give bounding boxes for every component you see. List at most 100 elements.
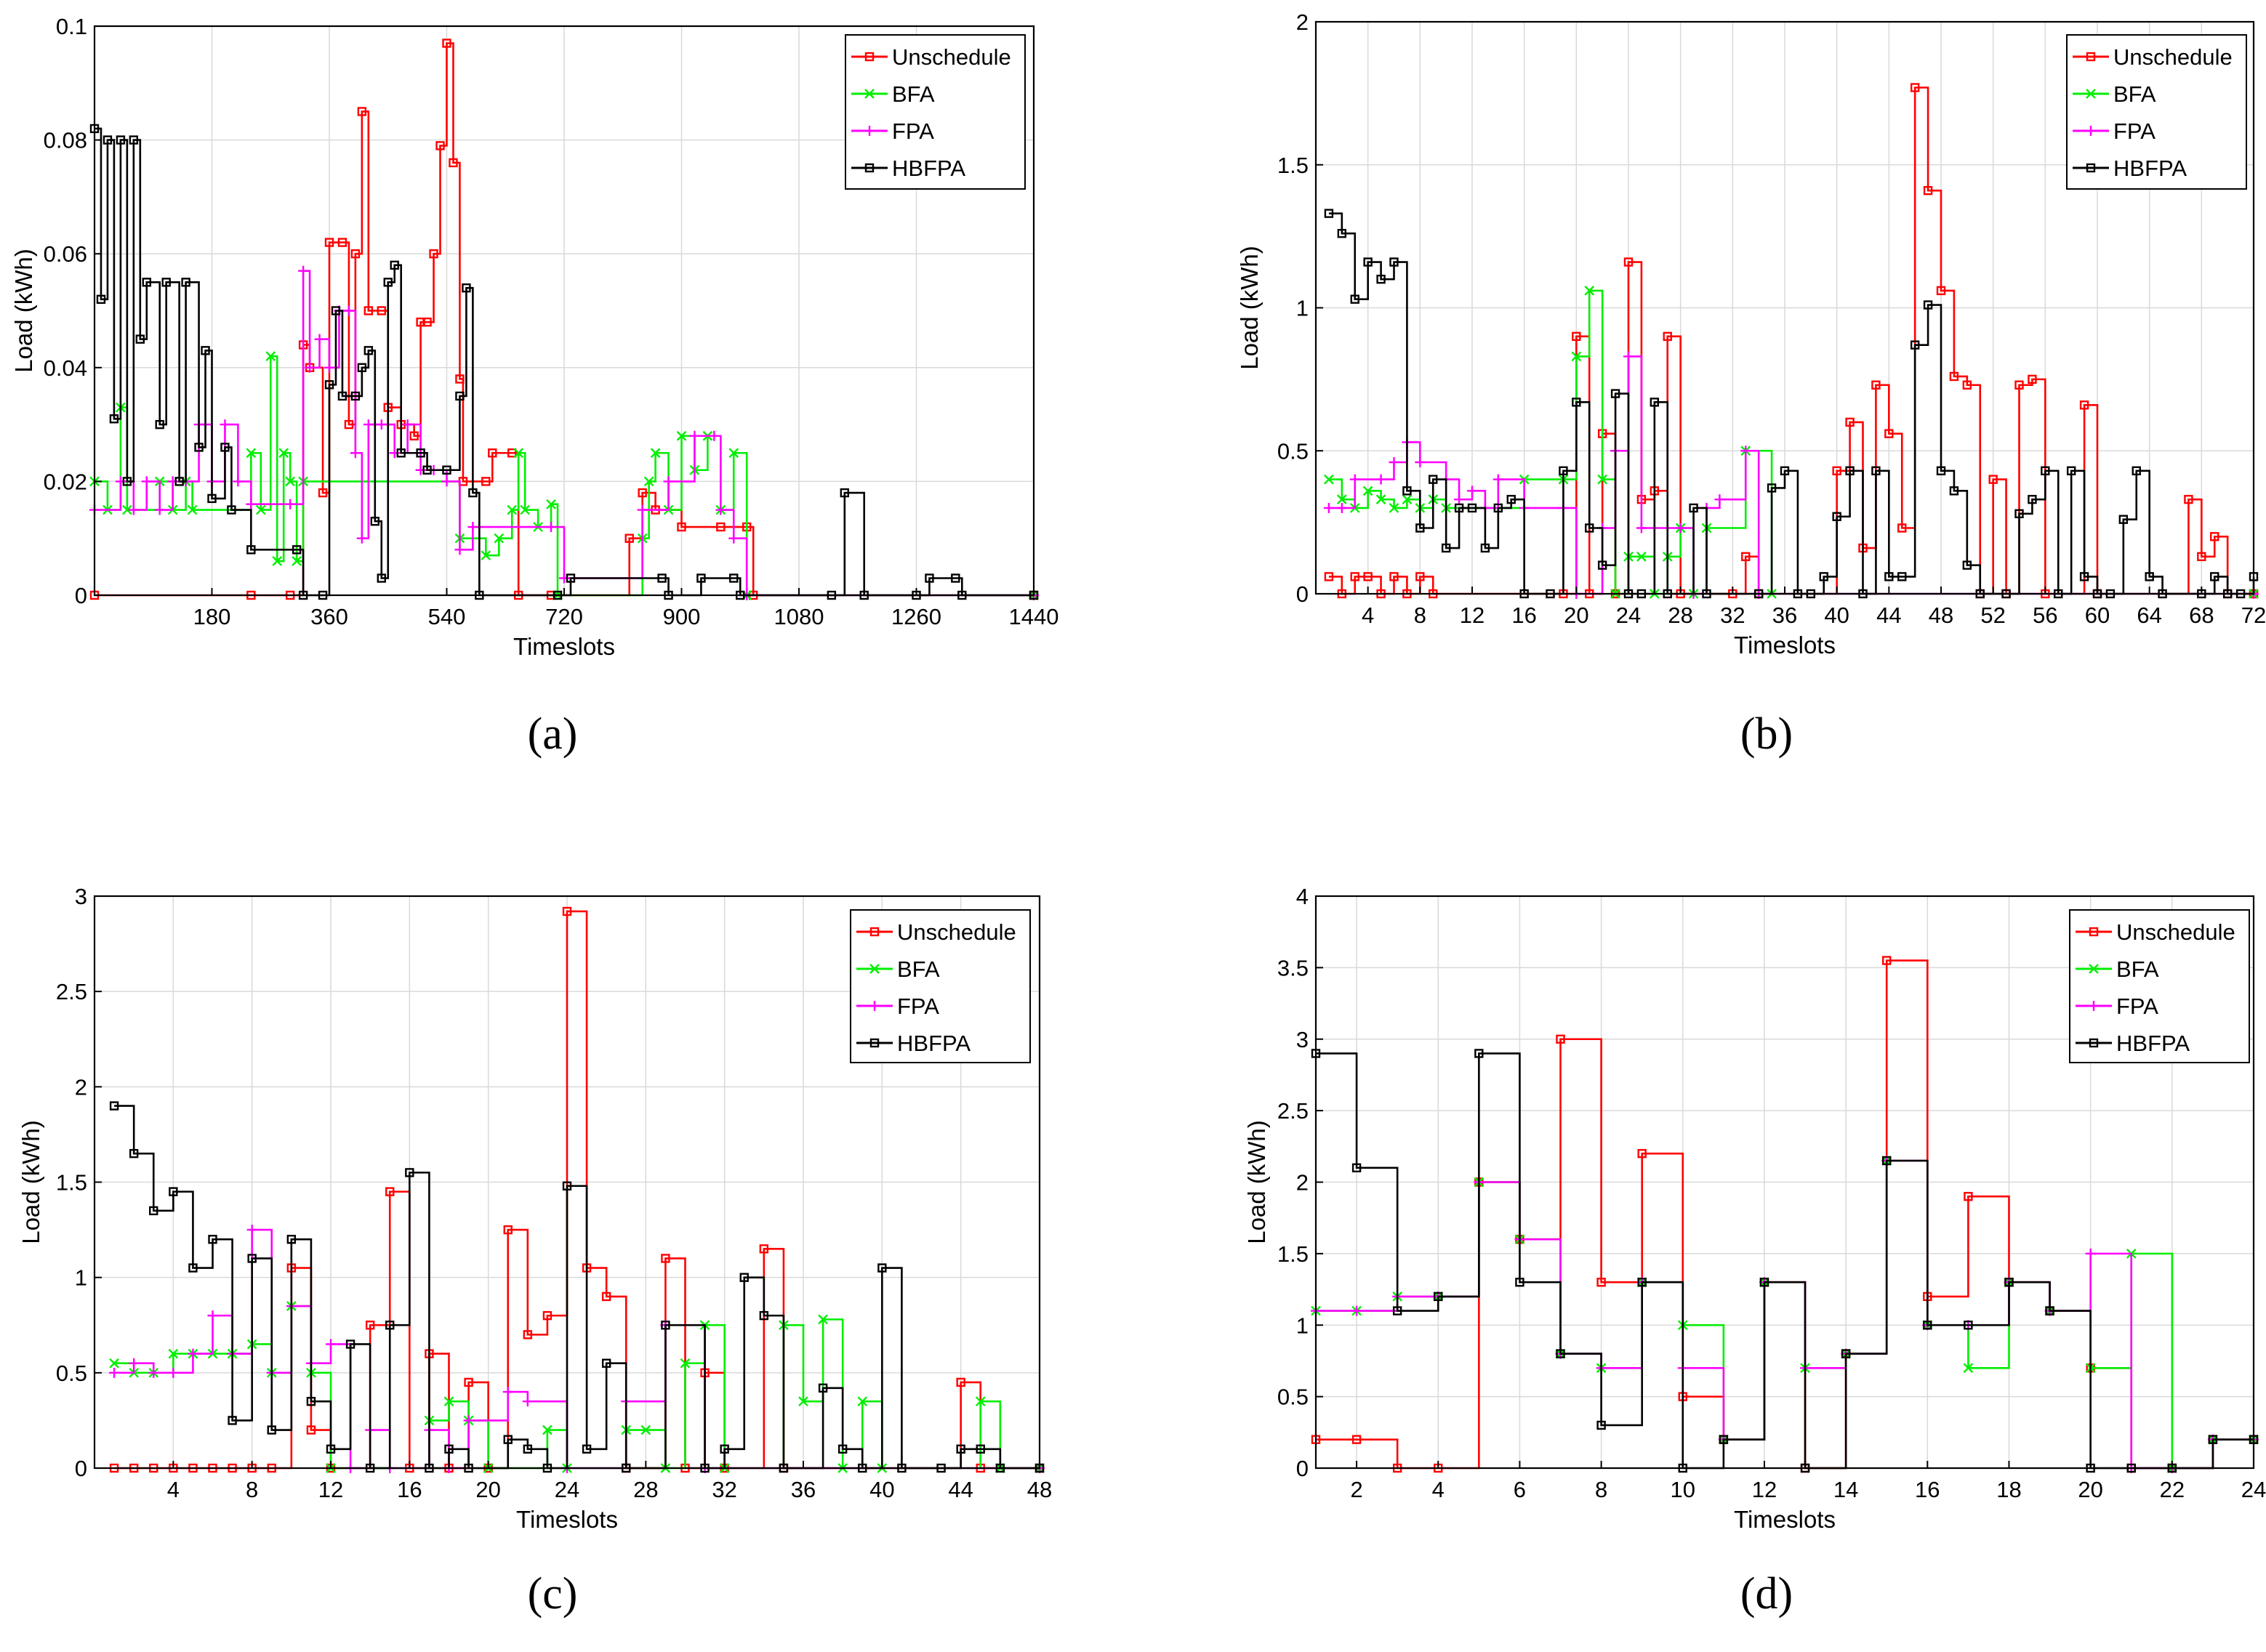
data-point: [638, 488, 647, 498]
x-axis-label: Timeslots: [513, 633, 615, 660]
data-point: [1719, 1435, 1729, 1444]
x-tick-label: 8: [1414, 603, 1426, 628]
data-point: [1434, 1292, 1443, 1302]
data-point: [503, 1435, 513, 1444]
data-point: [582, 1444, 592, 1454]
data-point: [2085, 1248, 2096, 1259]
data-point: [1556, 1349, 1565, 1358]
data-point: [1949, 486, 1959, 496]
data-point: [1350, 572, 1359, 581]
data-point: [161, 278, 171, 287]
y-tick-label: 1.5: [56, 1170, 87, 1196]
data-point: [1636, 523, 1647, 533]
data-point: [513, 448, 524, 459]
y-tick-label: 2: [1296, 1170, 1309, 1196]
x-tick-label: 10: [1671, 1477, 1695, 1502]
x-tick-label: 14: [1833, 1477, 1858, 1502]
data-point: [344, 419, 354, 430]
data-point: [877, 1263, 887, 1273]
data-point: [2208, 1435, 2218, 1444]
x-tick-label: 20: [1564, 603, 1588, 628]
data-point: [1336, 502, 1347, 513]
data-point: [1351, 1305, 1362, 1316]
x-tick-label: 8: [246, 1477, 258, 1502]
data-point: [657, 573, 667, 583]
data-point: [227, 505, 236, 515]
legend-entry: FPA: [897, 994, 939, 1019]
data-point: [1556, 1034, 1565, 1044]
data-point: [857, 1396, 868, 1407]
x-tick-label: 1440: [1009, 604, 1059, 629]
data-point: [523, 1444, 533, 1454]
y-tick-label: 0: [75, 1456, 87, 1481]
data-point: [1492, 474, 1503, 485]
data-point: [663, 476, 674, 487]
data-point: [676, 430, 687, 441]
chart-panel-a: 180 360 540 720 900 1080 1260 1440 0 0.02 0.04 0.06…: [10, 14, 1058, 759]
data-point: [650, 448, 661, 459]
data-point: [869, 1038, 880, 1048]
data-point: [2014, 509, 2024, 519]
data-point: [864, 89, 875, 99]
y-axis-label: Load (kWh): [17, 1120, 44, 1244]
data-point: [292, 545, 302, 555]
data-point: [798, 1396, 808, 1407]
x-tick-label: 68: [2189, 603, 2214, 628]
data-point: [1429, 475, 1438, 484]
data-point: [1392, 1306, 1402, 1315]
data-point: [1375, 494, 1386, 504]
data-point: [286, 1234, 297, 1244]
data-point: [455, 391, 465, 401]
x-tick-label: 1260: [891, 604, 941, 629]
data-point: [1637, 1148, 1647, 1159]
data-point: [2089, 1001, 2099, 1011]
data-point: [1759, 1278, 1769, 1287]
y-tick-label: 0: [1296, 581, 1309, 607]
data-point: [1910, 340, 1920, 350]
y-tick-label: 2.5: [1277, 1098, 1309, 1124]
data-point: [1454, 503, 1464, 513]
data-point: [187, 504, 198, 515]
data-point: [1637, 1278, 1647, 1287]
data-point: [2089, 964, 2099, 974]
data-point: [1910, 83, 1920, 92]
data-point: [1351, 1163, 1362, 1173]
data-point: [247, 1254, 257, 1263]
x-tick-label: 48: [1027, 1477, 1052, 1502]
data-point: [956, 1377, 965, 1387]
data-point: [363, 419, 374, 430]
y-tick-label: 3.5: [1277, 955, 1309, 980]
x-tick-label: 20: [475, 1477, 500, 1502]
data-point: [1832, 512, 1841, 521]
y-tick-label: 1: [1296, 1313, 1309, 1338]
legend-entry: Unschedule: [2113, 44, 2233, 70]
data-point: [2086, 126, 2096, 136]
y-tick-label: 0: [75, 583, 87, 608]
series-hbfpa: [109, 1101, 1045, 1473]
data-point: [1324, 572, 1334, 581]
x-tick-label: 40: [869, 1477, 894, 1502]
data-point: [1559, 466, 1568, 475]
x-tick-label: 32: [712, 1477, 736, 1502]
data-point: [637, 504, 648, 515]
x-tick-label: 40: [1824, 603, 1849, 628]
data-point: [122, 504, 132, 515]
data-point: [1767, 483, 1777, 493]
data-point: [363, 306, 374, 315]
legend-entry: FPA: [2116, 994, 2158, 1019]
legend-entry: BFA: [2116, 956, 2159, 982]
legend-entry: BFA: [2113, 81, 2156, 107]
data-point: [337, 391, 347, 401]
data-point: [1467, 485, 1477, 496]
x-tick-label: 16: [1511, 603, 1536, 628]
data-point: [1897, 572, 1907, 581]
chart-panel-c: 4 8 12 16 20 24 28 32 36 40 44 4800.511.522.53Times…: [17, 884, 1052, 1619]
legend: Unschedule BFA FPA HBFPA: [2066, 34, 2247, 190]
data-point: [207, 493, 217, 504]
data-point: [326, 1444, 336, 1454]
series-line: [1316, 1052, 2254, 1470]
data-point: [1936, 466, 1946, 475]
data-point: [383, 278, 393, 287]
data-point: [442, 39, 451, 48]
data-point: [1882, 1156, 1892, 1166]
